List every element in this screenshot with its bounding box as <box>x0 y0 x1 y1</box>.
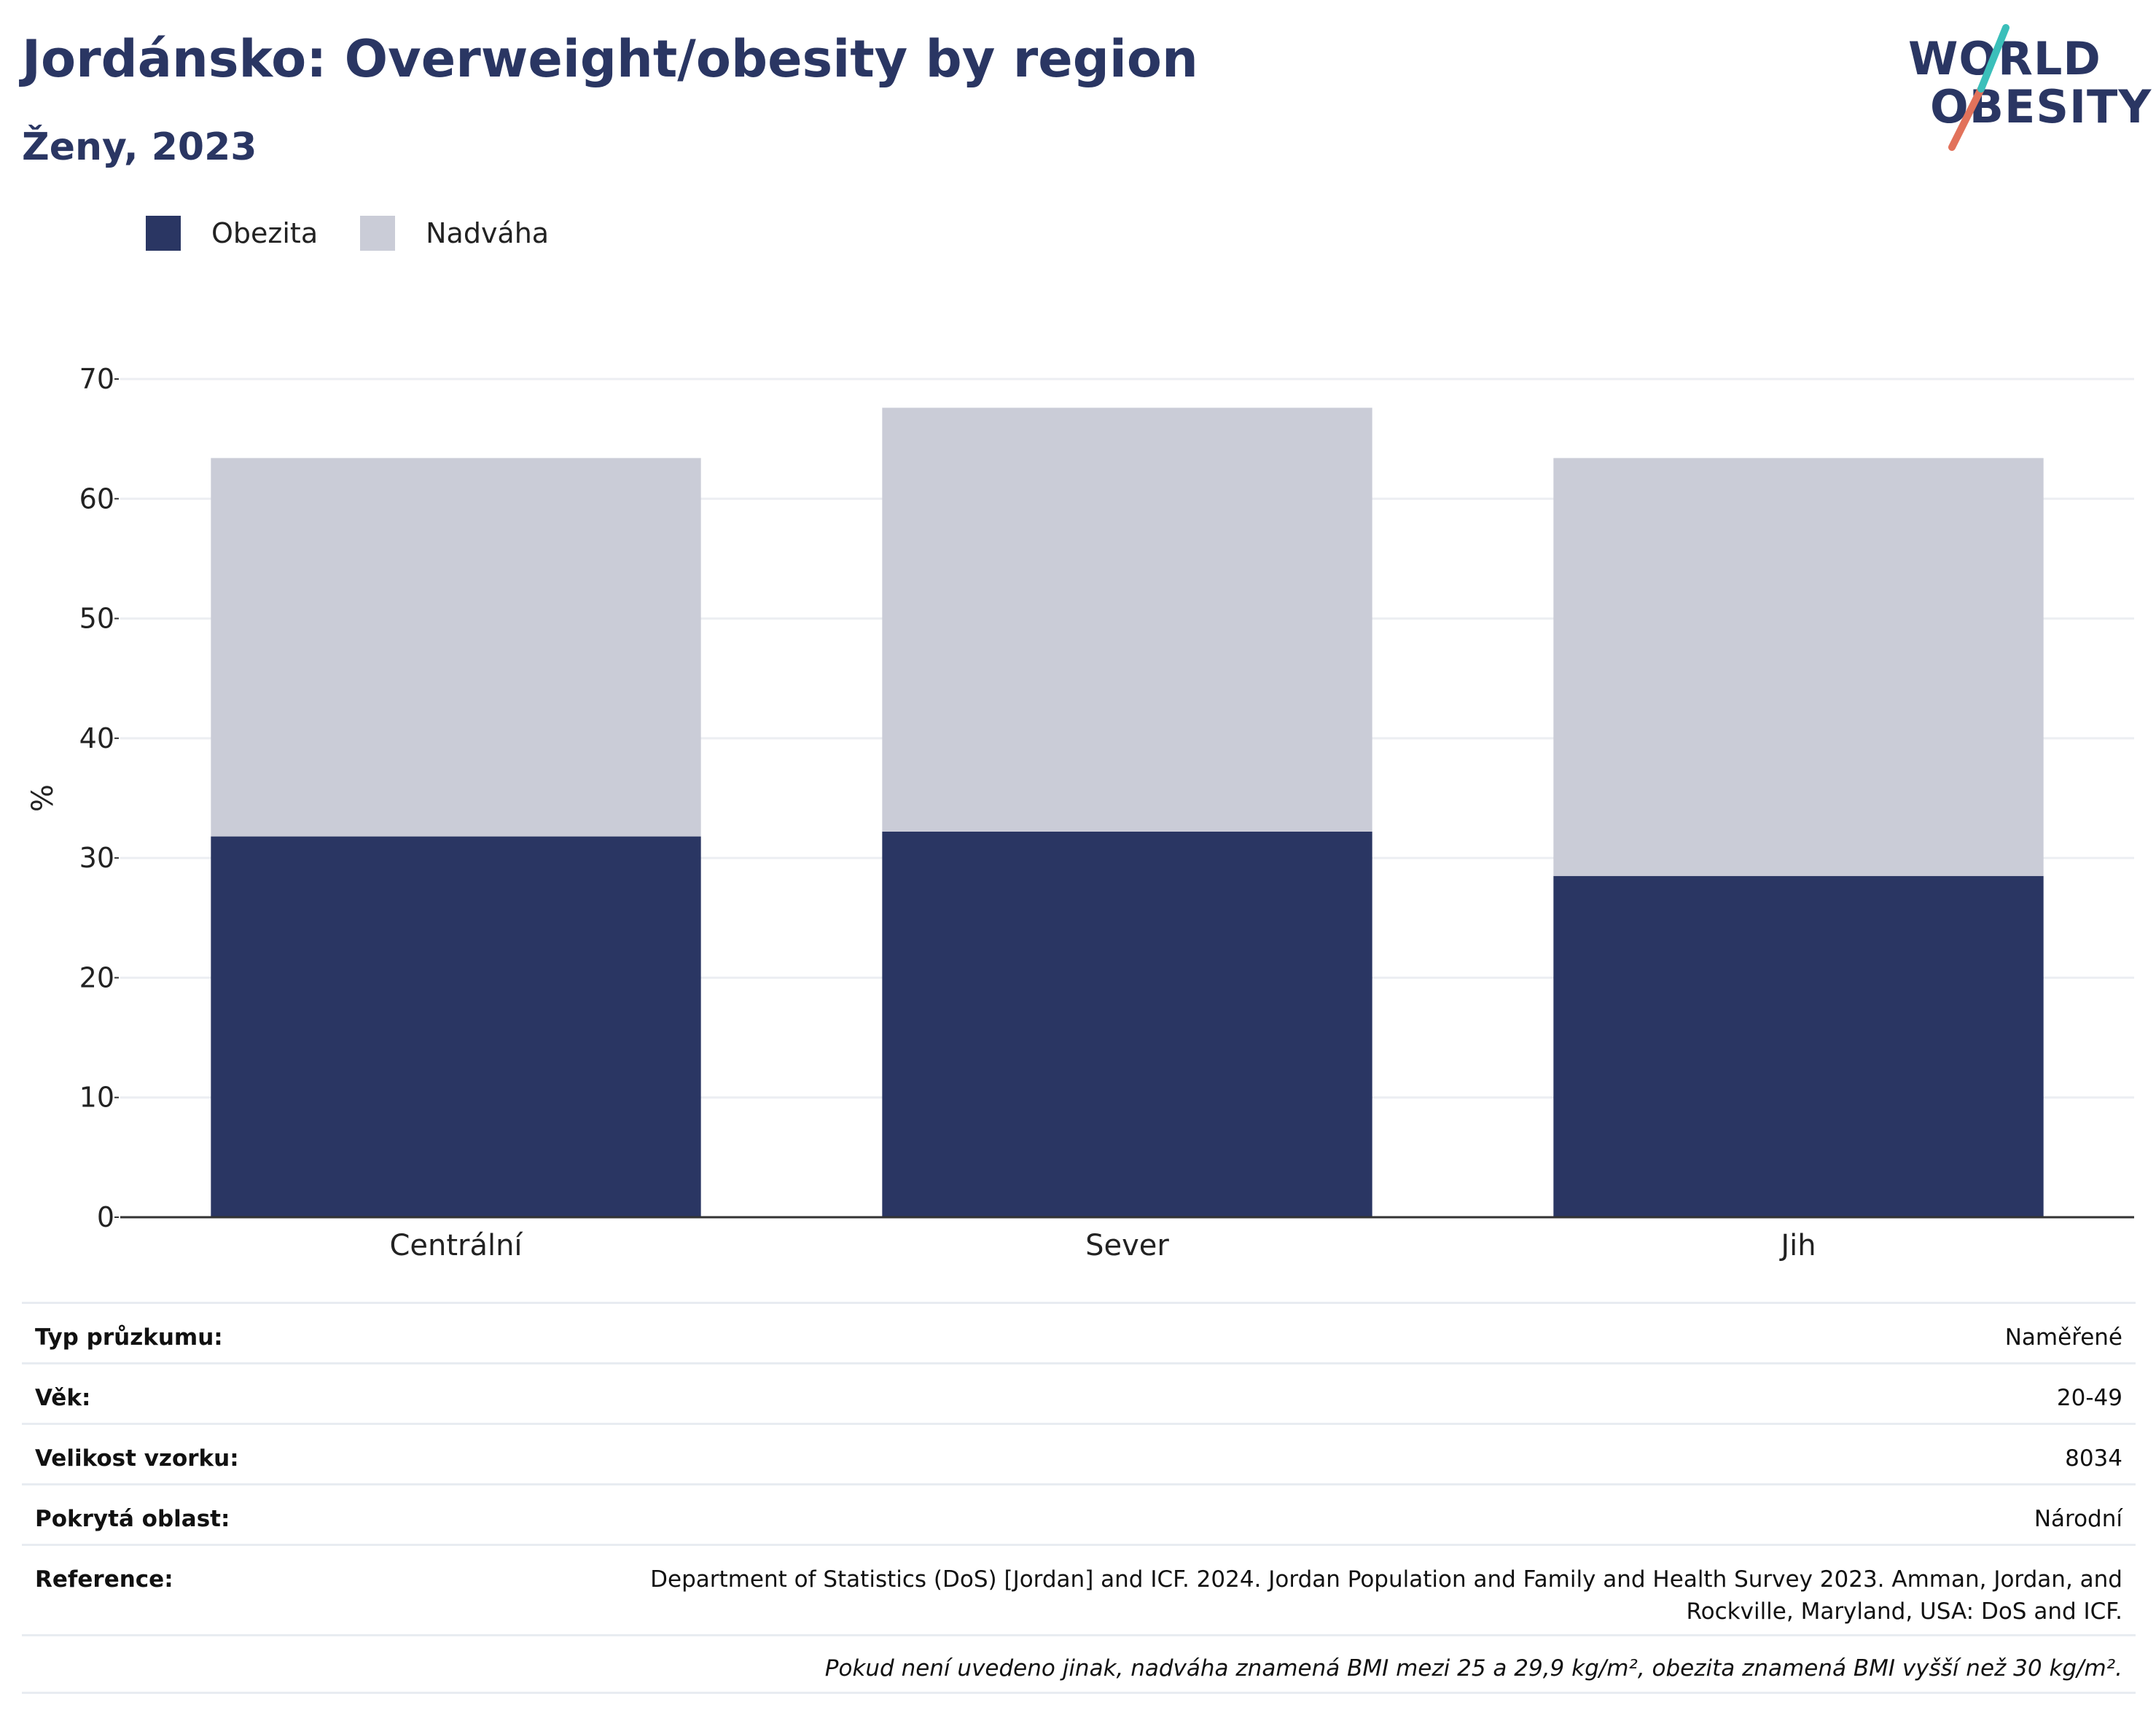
info-value: 20-49 <box>2056 1385 2122 1411</box>
bar-overweight <box>1553 458 2044 876</box>
y-tick-label: 20 <box>79 961 114 993</box>
info-value: Národní <box>2034 1506 2122 1532</box>
info-key: Reference: <box>35 1566 173 1593</box>
chart-legend: Obezita Nadváha <box>146 216 591 251</box>
info-row-age: Věk: 20-49 <box>22 1362 2136 1423</box>
legend-label-obesity: Obezita <box>211 217 319 249</box>
chart-title: Jordánsko: Overweight/obesity by region <box>22 29 1198 89</box>
info-value: Naměřené <box>2004 1324 2122 1351</box>
info-value: 8034 <box>2065 1445 2122 1472</box>
y-tick-label: 0 <box>97 1201 114 1233</box>
info-key: Věk: <box>35 1385 91 1411</box>
y-tick-label: 60 <box>79 483 114 515</box>
bmi-definition-note: Pokud není uvedeno jinak, nadváha znamen… <box>22 1634 2136 1694</box>
info-row-survey-type: Typ průzkumu: Naměřené <box>22 1302 2136 1362</box>
x-tick-label: Jih <box>1778 1229 1816 1262</box>
bar-obesity <box>1553 875 2044 1217</box>
y-tick-label: 40 <box>79 722 114 754</box>
chart-subtitle: Ženy, 2023 <box>22 125 257 169</box>
logo-slash-icon <box>1948 24 2009 151</box>
world-obesity-logo: WORLD OBESITY <box>1895 22 2151 153</box>
survey-info-table: Typ průzkumu: Naměřené Věk: 20-49 Veliko… <box>22 1302 2136 1694</box>
legend-swatch-overweight <box>360 216 396 251</box>
note-text: Pokud není uvedeno jinak, nadváha znamen… <box>824 1655 2122 1682</box>
legend-label-overweight: Nadváha <box>426 217 550 249</box>
stacked-bar-chart: 0 10 20 30 40 50 60 70% Centrální Sever Jih <box>26 363 2134 1262</box>
legend-item-obesity: Obezita <box>146 216 318 251</box>
info-key: Typ průzkumu: <box>35 1324 223 1351</box>
bar-obesity <box>211 836 701 1217</box>
y-tick-label: 10 <box>79 1082 114 1114</box>
x-tick-label: Centrální <box>389 1229 523 1262</box>
bar-overweight <box>882 407 1372 832</box>
y-tick-label: 70 <box>79 363 114 395</box>
x-tick-label: Sever <box>1085 1229 1169 1262</box>
bar-obesity <box>882 832 1372 1217</box>
info-key: Velikost vzorku: <box>35 1445 239 1472</box>
y-axis-label: % <box>26 784 60 812</box>
legend-item-overweight: Nadváha <box>360 216 549 251</box>
y-tick-label: 50 <box>79 603 114 635</box>
info-value: Department of Statistics (DoS) [Jordan] … <box>650 1566 2122 1625</box>
bar-overweight <box>211 458 701 837</box>
info-row-reference: Reference: Department of Statistics (DoS… <box>22 1544 2136 1634</box>
legend-swatch-obesity <box>146 216 181 251</box>
info-row-area-covered: Pokrytá oblast: Národní <box>22 1483 2136 1544</box>
y-tick-label: 30 <box>79 842 114 874</box>
info-row-sample-size: Velikost vzorku: 8034 <box>22 1423 2136 1483</box>
info-key: Pokrytá oblast: <box>35 1506 230 1532</box>
